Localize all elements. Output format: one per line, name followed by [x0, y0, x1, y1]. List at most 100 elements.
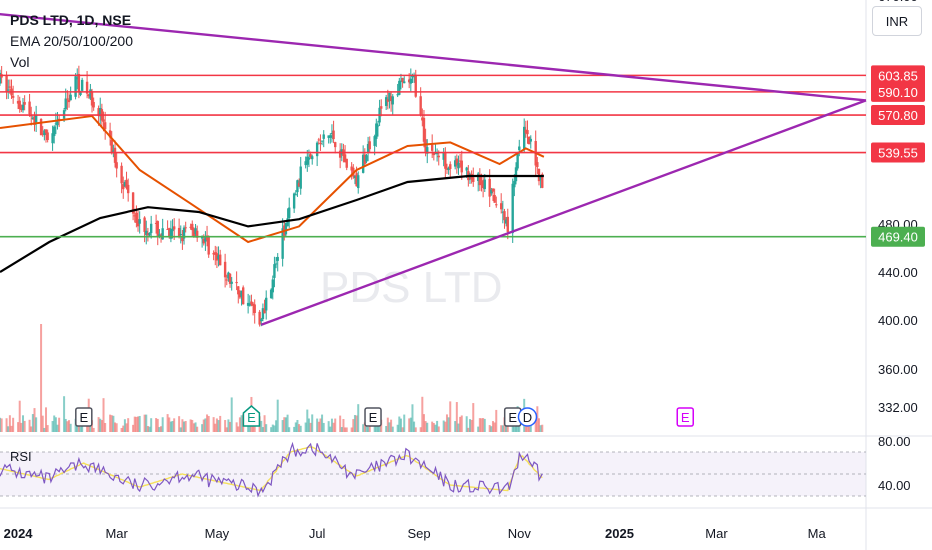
candle	[363, 148, 367, 167]
candle	[294, 190, 297, 196]
volume-bar	[10, 425, 13, 432]
volume-bar	[148, 426, 151, 432]
marker-label: E	[369, 410, 378, 425]
candle	[92, 97, 95, 111]
candle	[207, 235, 210, 258]
volume-bar	[224, 420, 227, 432]
marker-label: E	[79, 410, 88, 425]
earnings-marker[interactable]: E	[364, 407, 382, 427]
earnings-marker[interactable]: E	[242, 405, 261, 427]
ema-fast-line	[0, 114, 545, 244]
volume-bar	[344, 427, 347, 432]
volume-bar	[33, 408, 36, 432]
candle	[539, 175, 542, 189]
candle	[46, 129, 49, 143]
volume-bar	[350, 427, 353, 432]
volume-bar	[352, 419, 355, 432]
candle	[490, 187, 493, 196]
candle	[30, 106, 33, 126]
dividend-marker[interactable]: D	[517, 407, 538, 427]
volume-bar	[120, 427, 123, 432]
volume-bar	[265, 424, 268, 432]
volume-bar	[444, 421, 447, 432]
volume-bar	[171, 421, 174, 432]
volume-bar	[541, 424, 544, 432]
candle	[148, 232, 151, 237]
volume-bar	[192, 423, 195, 432]
volume-bar	[363, 422, 366, 432]
volume-bar	[41, 415, 44, 432]
time-axis-label: 2024	[4, 526, 34, 541]
candle	[449, 161, 452, 179]
volume-bar	[273, 425, 276, 432]
rsi-axis-label: 40.00	[878, 478, 911, 493]
candle	[327, 135, 330, 144]
volume-bar	[143, 414, 146, 432]
candle	[44, 129, 48, 143]
volume-bar	[390, 419, 393, 432]
indicator-label-ema[interactable]: EMA 20/50/100/200	[10, 33, 133, 49]
volume-bar	[271, 424, 274, 432]
volume-bar	[225, 427, 228, 432]
symbol-title[interactable]: PDS LTD, 1D, NSE	[10, 12, 132, 28]
volume-bar	[230, 397, 233, 432]
candle	[378, 99, 381, 127]
candle	[271, 275, 274, 300]
candle	[195, 225, 199, 242]
candle	[320, 140, 324, 146]
volume-bar	[92, 427, 95, 432]
volume-bar	[490, 426, 493, 432]
volume-bar	[109, 414, 112, 432]
candle	[181, 229, 184, 250]
volume-bar	[155, 418, 158, 432]
candle	[31, 115, 35, 120]
volume-bar	[436, 420, 439, 432]
candle	[501, 200, 505, 224]
descending-trendline[interactable]	[0, 12, 867, 102]
volume-bar	[123, 419, 126, 432]
chart-legend: PDS LTD, 1D, NSE EMA 20/50/100/200 Vol	[10, 10, 133, 73]
volume-bar	[145, 414, 148, 432]
ascending-trendline[interactable]	[260, 99, 867, 326]
volume-bar	[100, 420, 103, 432]
currency-button[interactable]: INR	[872, 6, 922, 36]
price-level-badge: 539.55	[871, 142, 925, 163]
volume-bar	[334, 418, 337, 432]
candle	[361, 145, 365, 174]
volume-bar	[0, 417, 1, 432]
volume-bar	[414, 427, 417, 432]
time-axis-label: Jul	[309, 526, 326, 541]
volume-bar	[396, 424, 399, 432]
candle	[159, 233, 163, 243]
time-axis-label: Mar	[105, 526, 128, 541]
indicator-label-volume[interactable]: Vol	[10, 54, 30, 70]
volume-bar	[524, 423, 527, 432]
volume-bar	[97, 417, 100, 432]
earnings-marker[interactable]: E	[75, 407, 93, 427]
candle	[74, 73, 77, 100]
candle	[21, 98, 25, 113]
candle	[472, 167, 475, 187]
candle	[322, 130, 325, 148]
candle	[386, 89, 390, 110]
candle	[365, 153, 368, 164]
volume-bar	[102, 398, 105, 432]
rsi-label[interactable]: RSI	[10, 449, 32, 464]
candle	[493, 188, 496, 203]
candle	[481, 174, 485, 198]
volume-bar	[276, 399, 279, 432]
candle	[126, 178, 130, 202]
volume-bar	[173, 418, 176, 432]
candle	[503, 208, 506, 229]
volume-bar	[214, 423, 217, 432]
volume-bar	[293, 426, 296, 432]
candle	[281, 218, 284, 267]
svg-text:539.55: 539.55	[878, 146, 918, 161]
earnings-marker[interactable]: E	[676, 407, 694, 427]
candle	[182, 225, 186, 245]
candle	[154, 214, 158, 234]
candle	[122, 176, 125, 199]
volume-bar	[8, 415, 11, 432]
candle	[491, 188, 495, 201]
